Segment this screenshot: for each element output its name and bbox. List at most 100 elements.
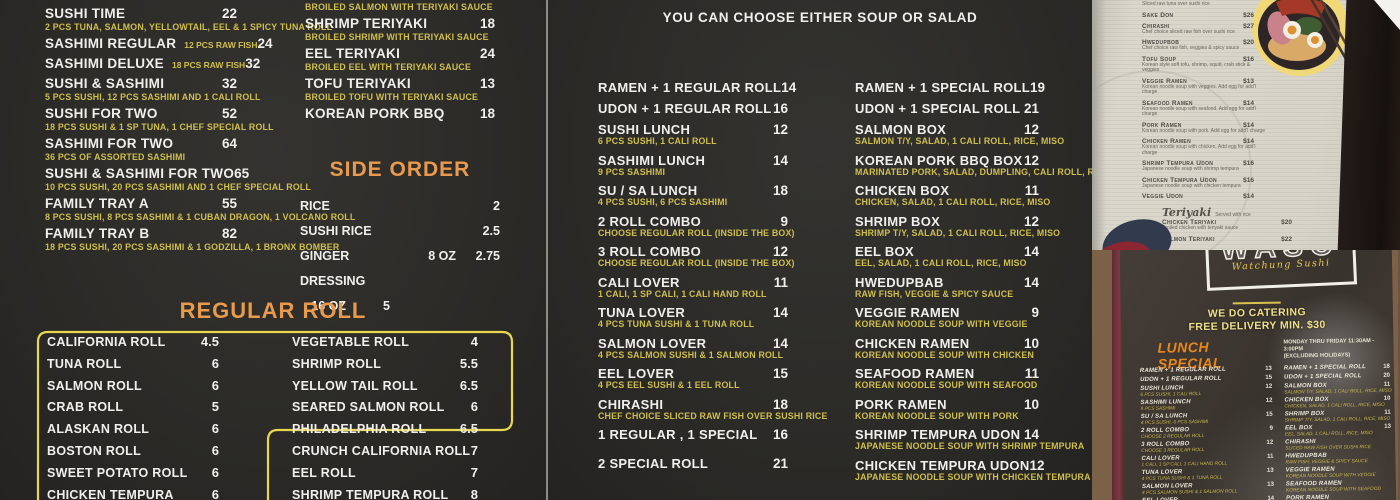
- menu-item-price: 11: [773, 274, 788, 290]
- menu-item: SALMON BOX 11 SALMON T/Y, SALAD, 1 CALI …: [1284, 381, 1391, 395]
- menu-item-name: Pork Ramen: [1142, 121, 1182, 129]
- menu-item-name: YELLOW TAIL ROLL: [292, 378, 418, 393]
- menu-item-price: 12: [1266, 439, 1274, 446]
- divider-rule: [1232, 301, 1281, 305]
- menu-item-description: CHICKEN, SALAD, 1 CALI ROLL, RICE, MISO: [855, 197, 1051, 207]
- menu-item-name: SHRIMP TEMPURA ROLL: [292, 487, 449, 500]
- menu-item: VEGGIE RAMEN KOREAN NOODLE SOUP WITH VEG…: [1286, 466, 1392, 479]
- menu-item: Tofu Soup $16 Korean style soft tofu, sh…: [1142, 56, 1254, 74]
- menu-item-description: CHOOSE REGULAR ROLL (INSIDE THE BOX): [598, 227, 795, 238]
- menu-item-price: 11: [1383, 381, 1391, 388]
- menu-item-name: TOFU TERIYAKI: [305, 76, 411, 91]
- menu-item: RICE 2: [300, 194, 500, 219]
- menu-item-price: 12: [1023, 152, 1039, 168]
- menu-item-price: 14: [1267, 495, 1275, 500]
- menu-item-name: Seafood Ramen: [1142, 99, 1193, 107]
- menu-item-name: RICE: [300, 199, 330, 213]
- menu-item-name: 2 SPECIAL ROLL: [598, 456, 709, 471]
- menu-item-price: 6.5: [459, 421, 478, 437]
- menu-item-name: SUSHI & SASHIMI FOR TWO: [45, 166, 235, 181]
- menu-item: SALMON LOVER 14 4 PCS SALMON SUSHI & 1 S…: [598, 336, 788, 361]
- menu-item-price: 64: [221, 136, 237, 151]
- menu-item-name: SHRIMP BOX: [855, 213, 941, 229]
- menu-item: SEAFOOD RAMEN 11 KOREAN NOODLE SOUP WITH…: [855, 366, 1039, 391]
- lunch-special-column-2: RAMEN + 1 SPECIAL ROLL 18 UDON + 1 SPECI…: [1284, 364, 1393, 500]
- menu-item-name: Veggie Ramen: [1142, 77, 1187, 85]
- menu-item-name: RAMEN + 1 SPECIAL ROLL: [1283, 364, 1367, 372]
- menu-item: SUSHI FOR TWO 52 18 PCS SUSHI & 1 SP TUN…: [45, 106, 273, 132]
- menu-item-price: 18: [772, 183, 788, 198]
- menu-item-description: Korean noodle soup with veggies. Add egg…: [1142, 83, 1256, 95]
- menu-item-description: MARINATED PORK, SALAD, DUMPLING, CALI RO…: [855, 166, 1092, 177]
- menu-item-description: EEL, SALAD, 1 CALI ROLL, RICE, MISO: [855, 258, 1027, 268]
- menu-item: BROILED SALMON WITH TERIYAKI SAUCE: [305, 2, 495, 12]
- menu-item: TUNA LOVER 13 4 PCS TUNA SUSHI & 1 TUNA …: [1142, 468, 1274, 482]
- menu-item: CHICKEN BOX 11 CHICKEN, SALAD, 1 CALI RO…: [855, 183, 1051, 208]
- menu-item: Hwedupbob $20 Chef choice raw fish, vegg…: [1142, 39, 1254, 52]
- menu-item: SASHIMI LUNCH 14 9 PCS SASHIMI: [598, 153, 788, 178]
- menu-item: 2 SPECIAL ROLL 21: [598, 456, 788, 471]
- schedule-line-2: (EXCLUDING HOLIDAYS): [1283, 352, 1351, 360]
- menu-item-description: Japanese noodle soup with shrimp tempura: [1142, 166, 1239, 172]
- menu-item-price: 7: [470, 442, 478, 458]
- menu-item: KOREAN PORK BBQ BOX 12 MARINATED PORK, S…: [855, 152, 1092, 178]
- menu-item: SEARED SALMON ROLL 6: [292, 399, 478, 421]
- menu-item-price: 14: [781, 80, 797, 95]
- menu-item-description: KOREAN NOODLE SOUP WITH PORK: [855, 410, 1019, 421]
- menu-item-name: Chicken Tempura Udon: [1142, 176, 1217, 184]
- menu-item-price: 6: [470, 399, 478, 415]
- menu-item-price: 2.5: [482, 224, 500, 238]
- menu-item-price: $22: [1281, 235, 1292, 243]
- menu-item-name: BOSTON ROLL: [47, 443, 142, 458]
- menu-item-price: $26: [1243, 11, 1254, 19]
- menu-item-name: SHRIMP TERIYAKI: [305, 16, 428, 31]
- lunch-special-menu-face: WASO Watchung Sushi WE DO CATERING FREE …: [1119, 250, 1397, 500]
- menu-item-description: 9 PCS SASHIMI: [598, 166, 666, 177]
- menu-item-name: Chirashi: [1142, 22, 1170, 30]
- menu-item-price: 13: [1265, 365, 1272, 372]
- menu-item-name: FAMILY TRAY B: [45, 226, 150, 241]
- menu-item-name: SUSHI LUNCH: [598, 122, 691, 137]
- menu-item-price: 21: [1023, 101, 1039, 116]
- menu-item-name: CHICKEN RAMEN: [855, 335, 970, 351]
- menu-item-name: Sake Don: [1142, 11, 1174, 19]
- menu-item-name: KOREAN PORK BBQ: [305, 106, 445, 121]
- menu-item: SASHIMI LUNCH 12 9 PCS SASHIMI: [1140, 398, 1272, 412]
- dinner-items-list: SUSHI TIME 22 2 PCS TUNA, SALMON, YELLOW…: [45, 6, 355, 256]
- menu-item-name: UDON + 1 SPECIAL ROLL: [1283, 373, 1362, 381]
- regular-roll-title: REGULAR ROLL: [179, 298, 367, 323]
- menu-item-name: CRAB ROLL: [47, 400, 124, 415]
- menu-item: BOSTON ROLL 6: [47, 443, 219, 465]
- menu-item-price: 2.75: [475, 249, 500, 263]
- table-edge-band: [1337, 0, 1400, 250]
- menu-item-name: Salmon Teriyaki: [1162, 235, 1215, 243]
- menu-item: CHICKEN RAMEN 10 KOREAN NOODLE SOUP WITH…: [855, 336, 1039, 361]
- menu-item-price: $13: [1243, 77, 1254, 85]
- menu-item: SU / SA LUNCH 15 4 PCS SUSHI, 6 PCS SASH…: [1141, 412, 1273, 426]
- menu-item: 3 ROLL COMBO 12 CHOOSE 3 REGULAR ROLL: [1141, 440, 1273, 454]
- menu-item-description: JAPANESE NOODLE SOUP WITH SHRIMP TEMPURA: [855, 441, 1085, 451]
- menu-item-price: 52: [221, 106, 237, 121]
- menu-item-price: $16: [1243, 176, 1254, 184]
- menu-item-description: BROILED EEL WITH TERIYAKI SAUCE: [305, 62, 472, 72]
- menu-item-name: SASHIMI FOR TWO: [45, 136, 174, 151]
- menu-item-description: Broiled chicken with teriyaki sauce: [1162, 225, 1239, 231]
- menu-item-price: 14: [1023, 244, 1039, 259]
- menu-item: Chicken Ramen $14 Korean noodle soup wit…: [1142, 138, 1256, 156]
- menu-item-note: 18 PCS RAW FISH: [171, 60, 246, 70]
- menu-item: KOREAN PORK BBQ 18: [305, 106, 495, 122]
- menu-item-price: 12: [772, 244, 788, 259]
- menu-item-name: EEL ROLL: [292, 465, 356, 480]
- menu-item-name: UDON + 1 REGULAR ROLL: [1140, 375, 1222, 384]
- menu-item-price: 12: [1265, 383, 1273, 390]
- menu-item-description: KOREAN NOODLE SOUP WITH SEAFOOD: [855, 380, 1038, 390]
- menu-item-price: 11: [1384, 409, 1391, 416]
- menu-item-size: 8 OZ: [428, 249, 456, 263]
- menu-item-description: Chef choice sliced raw fish over sushi r…: [1142, 28, 1235, 35]
- menu-item: PORK RAMEN 10 KOREAN NOODLE SOUP WITH PO…: [855, 397, 1039, 422]
- menu-item-price: 12: [1023, 122, 1039, 137]
- menu-item-name: UDON + 1 REGULAR ROLL: [598, 101, 772, 116]
- lunch-combo-panel: YOU CAN CHOOSE EITHER SOUP OR SALAD RAME…: [546, 0, 1092, 500]
- menu-item-description: 4 PCS SUSHI, 6 PCS SASHIMI: [598, 197, 728, 207]
- menu-item-name: Chicken Teriyaki: [1162, 219, 1217, 226]
